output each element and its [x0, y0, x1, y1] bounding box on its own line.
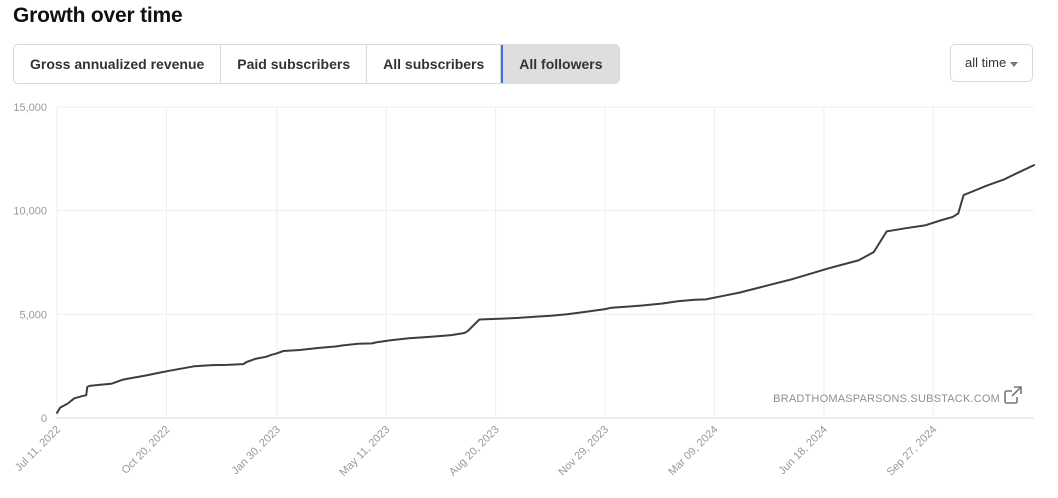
followers-series-line — [56, 164, 1035, 414]
x-tick-label: Aug 20, 2023 — [447, 424, 502, 479]
y-tick-label: 10,000 — [13, 206, 47, 218]
tab-paid-subscribers[interactable]: Paid subscribers — [221, 45, 368, 83]
x-tick-label: Nov 29, 2023 — [556, 424, 611, 479]
time-range-value: all time — [965, 55, 1007, 70]
x-tick-label: Mar 09, 2024 — [666, 424, 720, 478]
series-layer — [56, 164, 1035, 414]
tab-all-subscribers[interactable]: All subscribers — [367, 45, 502, 83]
metric-tabs: Gross annualized revenue Paid subscriber… — [13, 44, 620, 84]
x-tick-label: Jun 18, 2024 — [777, 424, 830, 477]
tab-gross-annualized-revenue[interactable]: Gross annualized revenue — [14, 45, 222, 83]
time-range-select[interactable]: all time — [950, 44, 1033, 82]
x-tick-label: Jan 30, 2023 — [230, 424, 283, 477]
y-tick-label: 5,000 — [19, 309, 47, 321]
y-tick-label: 0 — [41, 413, 47, 425]
x-tick-label: Jul 11, 2022 — [13, 424, 63, 474]
x-tick-label: Sep 27, 2024 — [885, 424, 940, 479]
page-title: Growth over time — [13, 4, 183, 27]
tab-all-followers[interactable]: All followers — [501, 45, 619, 83]
caret-down-icon — [1010, 62, 1018, 67]
external-link-icon[interactable] — [1004, 386, 1022, 404]
x-tick-label: Oct 20, 2022 — [119, 424, 172, 477]
watermark-text: BRADTHOMASPARSONS.SUBSTACK.COM — [773, 393, 1000, 405]
y-tick-label: 15,000 — [13, 102, 47, 114]
x-tick-label: May 11, 2023 — [337, 424, 392, 479]
grid-lines — [56, 106, 1034, 419]
x-axis-ticks: Jul 11, 2022 Oct 20, 2022 Jan 30, 2023 May … — [13, 424, 940, 479]
y-axis-ticks: 0 5,000 10,000 15,000 — [13, 102, 47, 425]
